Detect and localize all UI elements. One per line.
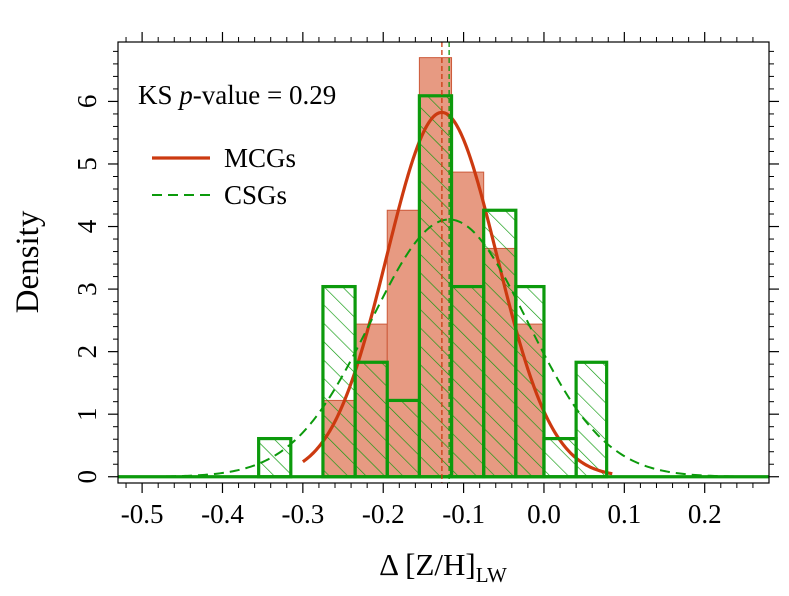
csg-hatch-7 xyxy=(483,210,516,477)
y-axis-label: Density xyxy=(10,210,46,313)
ks-prefix: KS xyxy=(138,80,179,110)
y-tick-label: 5 xyxy=(72,157,102,171)
csg-hatch-5 xyxy=(419,95,452,477)
csg-hatch-3 xyxy=(355,362,388,477)
x-tick-label: -0.2 xyxy=(362,499,405,529)
csg-hatch-10 xyxy=(576,362,607,477)
y-tick-label: 4 xyxy=(72,219,102,233)
x-tick-label: -0.1 xyxy=(442,499,485,529)
x-tick-label: 0.1 xyxy=(607,499,641,529)
ks-annotation: KS p-value = 0.29 xyxy=(138,80,336,110)
csg-hatch-9 xyxy=(543,438,577,477)
x-tick-label: 0.0 xyxy=(527,499,561,529)
x-axis-label-sub: LW xyxy=(476,563,507,587)
fit-curve-csgs xyxy=(118,218,769,478)
legend: MCGs CSGs xyxy=(152,143,296,210)
csg-hatch-0 xyxy=(258,438,291,477)
axes-layer: -0.5 -0.4 -0.3 -0.2 -0.1 0.0 0.1 0.2 0 1 2 3 4 5 6 xyxy=(72,32,779,529)
csg-hatch-8 xyxy=(515,286,544,477)
x-tick-label: 0.2 xyxy=(688,499,722,529)
csg-bar-outline-8 xyxy=(514,284,546,479)
csg-hatch-4 xyxy=(387,400,420,477)
x-axis-label-main: Δ [Z/H] xyxy=(379,547,476,582)
y-tick-label: 1 xyxy=(72,407,102,421)
y-tick-label: 2 xyxy=(72,345,102,359)
x-axis-label: Δ [Z/H]LW xyxy=(379,547,507,587)
csg-bar-outline-10 xyxy=(574,360,609,479)
csg-hatch-layer xyxy=(258,95,607,477)
legend-label-csgs: CSGs xyxy=(224,180,287,210)
ks-suffix: -value = 0.29 xyxy=(193,80,336,110)
ks-p-italic: p xyxy=(177,80,193,110)
csg-step-layer xyxy=(118,94,769,479)
x-tick-label: -0.5 xyxy=(121,499,164,529)
y-tick-label: 3 xyxy=(72,282,102,296)
mean-lines-layer xyxy=(441,42,450,483)
x-tick-label: -0.3 xyxy=(281,499,324,529)
y-tick-label: 0 xyxy=(72,470,102,484)
csg-hatch-6 xyxy=(451,286,484,477)
plot-frame xyxy=(117,41,770,484)
csg-bar-outline-0 xyxy=(257,436,293,479)
legend-label-mcgs: MCGs xyxy=(224,143,296,173)
x-tick-label: -0.4 xyxy=(201,499,244,529)
y-tick-label: 6 xyxy=(72,95,102,109)
